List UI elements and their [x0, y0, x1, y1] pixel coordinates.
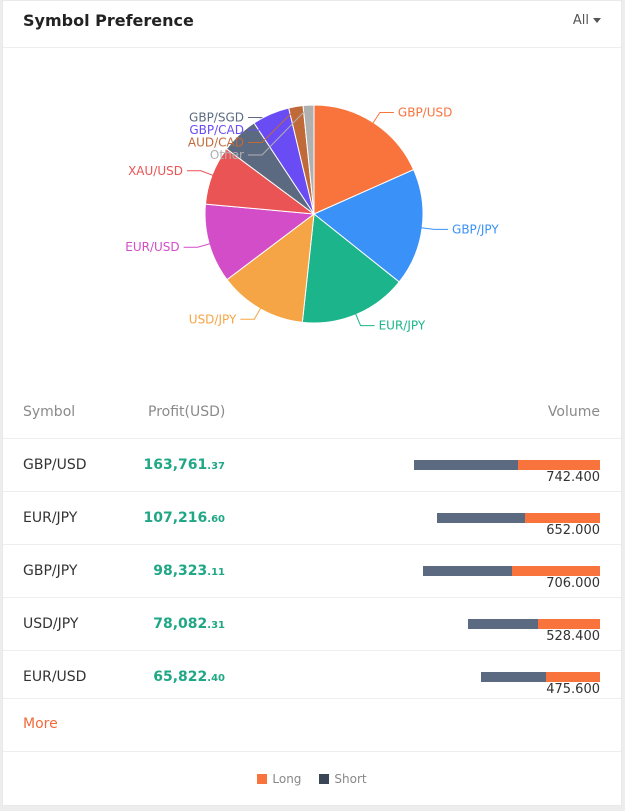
pie-leader-line — [371, 112, 394, 125]
legend-label: Long — [272, 772, 302, 786]
profit-integer: 107,216 — [143, 510, 208, 526]
pie-leader-line — [248, 108, 297, 143]
legend-swatch — [257, 774, 268, 784]
row-volume: 475.600 — [546, 682, 600, 697]
profit-integer: 163,761 — [143, 457, 208, 473]
volume-legend: Long Short — [3, 772, 621, 787]
table-row[interactable]: EUR/JPY 107,216.60 652.000 — [3, 491, 621, 544]
pie-label: GBP/USD — [398, 106, 452, 120]
long-segment — [546, 672, 600, 682]
long-segment — [518, 460, 600, 470]
symbol-table: GBP/USD 163,761.37 742.400 EUR/JPY 107,216.6… — [3, 438, 621, 703]
pie-label: EUR/USD — [125, 240, 179, 254]
table-row[interactable]: GBP/USD 163,761.37 742.400 — [3, 438, 621, 491]
table-row[interactable]: GBP/JPY 98,323.11 706.000 — [3, 544, 621, 597]
legend-item-long[interactable]: Long — [257, 772, 301, 786]
profit-decimal: .60 — [207, 514, 225, 525]
pie-label: EUR/JPY — [379, 319, 426, 333]
volume-bar — [414, 460, 600, 470]
profit-decimal: .11 — [207, 567, 225, 578]
row-symbol: EUR/JPY — [23, 510, 78, 526]
volume-bar — [423, 566, 600, 576]
more-row: More — [3, 698, 621, 752]
long-segment — [537, 619, 600, 629]
pie-leader-line — [183, 242, 212, 248]
pie-leader-line — [420, 227, 449, 230]
volume-bar — [467, 619, 600, 629]
row-symbol: GBP/USD — [23, 457, 87, 473]
row-profit: 163,761.37 — [143, 457, 225, 473]
table-row[interactable]: EUR/USD 65,822.40 475.600 — [3, 650, 621, 703]
short-segment — [467, 619, 538, 629]
volume-bar — [436, 513, 600, 523]
profit-decimal: .37 — [207, 461, 225, 472]
pie-label: XAU/USD — [128, 164, 183, 178]
row-volume: 528.400 — [546, 629, 600, 644]
header-symbol: Symbol — [23, 404, 76, 420]
row-symbol: GBP/JPY — [23, 563, 78, 579]
pie-leader-line — [248, 106, 309, 156]
profit-decimal: .31 — [207, 620, 225, 631]
pie-slice-other[interactable] — [302, 104, 315, 215]
row-volume: 652.000 — [546, 523, 600, 538]
table-row[interactable]: USD/JPY 78,082.31 528.400 — [3, 597, 621, 650]
pie-leader-line — [248, 115, 272, 131]
filter-dropdown[interactable]: All — [573, 13, 601, 28]
pie-label: USD/JPY — [189, 312, 237, 326]
pie-label: Other — [210, 148, 244, 162]
card-title: Symbol Preference — [23, 11, 194, 30]
legend-swatch — [319, 774, 330, 784]
row-volume: 706.000 — [546, 576, 600, 591]
caret-down-icon — [593, 18, 601, 23]
pie-label: GBP/SGD — [189, 111, 244, 125]
pie-leader-line — [354, 312, 375, 327]
row-profit: 65,822.40 — [143, 669, 225, 685]
pie-leader-line — [240, 306, 262, 320]
more-link[interactable]: More — [23, 716, 58, 732]
pie-leader-line — [186, 170, 215, 177]
profit-integer: 78,082 — [153, 616, 208, 632]
pie-leader-line — [240, 117, 264, 137]
row-volume: 742.400 — [546, 470, 600, 485]
long-segment — [524, 513, 600, 523]
short-segment — [414, 460, 519, 470]
row-profit: 107,216.60 — [143, 510, 225, 526]
short-segment — [436, 513, 525, 523]
pie-label: GBP/CAD — [189, 123, 244, 137]
legend-label: Short — [334, 772, 367, 786]
row-symbol: USD/JPY — [23, 616, 79, 632]
row-symbol: EUR/USD — [23, 669, 87, 685]
row-profit: 78,082.31 — [143, 616, 225, 632]
volume-bar — [480, 672, 600, 682]
pie-chart: GBP/USD GBP/JPY EUR/JPY USD/JPY EUR/USD XAU/U… — [125, 104, 499, 333]
pie-label: GBP/JPY — [452, 222, 499, 236]
short-segment — [423, 566, 512, 576]
header-profit: Profit(USD) — [148, 404, 226, 420]
profit-integer: 98,323 — [153, 563, 208, 579]
profit-integer: 65,822 — [153, 669, 208, 685]
filter-value: All — [572, 13, 589, 28]
pie-label: AUD/CAD — [188, 136, 244, 150]
card-header: Symbol Preference All — [3, 1, 621, 48]
legend-item-short[interactable]: Short — [319, 772, 367, 786]
header-volume: Volume — [547, 404, 600, 420]
long-segment — [511, 566, 600, 576]
short-segment — [480, 672, 547, 682]
row-profit: 98,323.11 — [143, 563, 225, 579]
profit-decimal: .40 — [207, 673, 225, 684]
